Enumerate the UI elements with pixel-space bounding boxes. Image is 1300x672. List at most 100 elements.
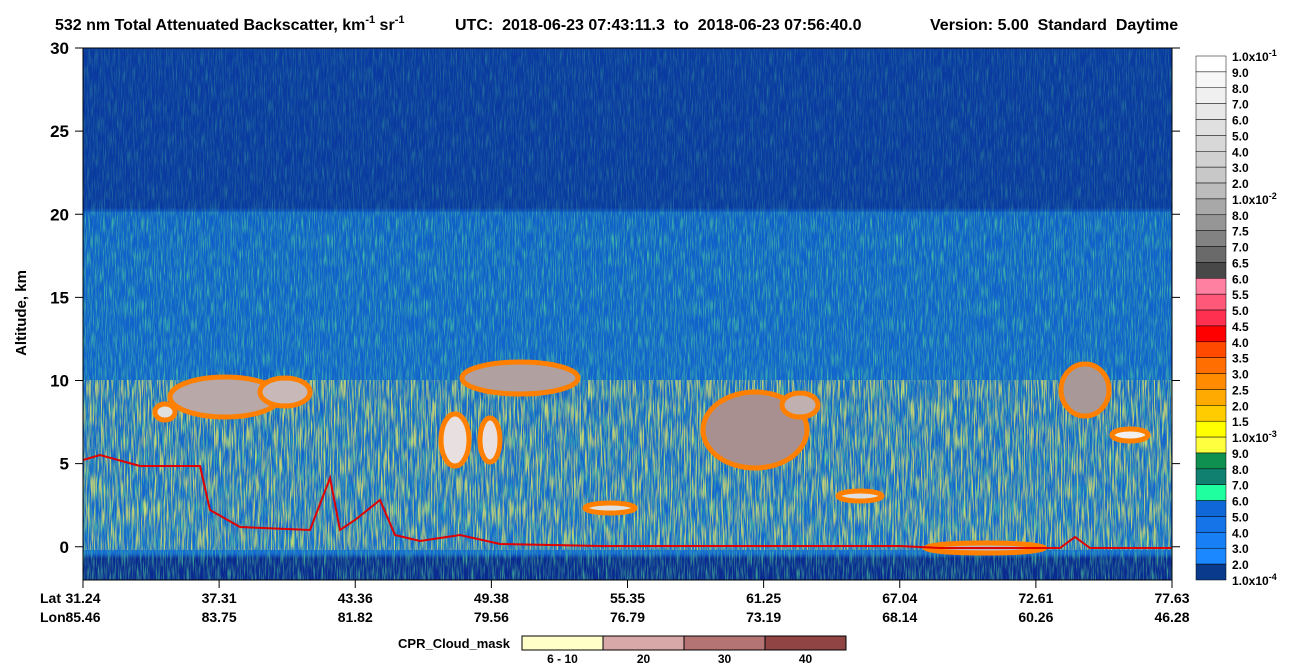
colorbar-label-text: 7.0 — [1232, 241, 1249, 255]
x-tick-label: 77.63 — [1154, 590, 1189, 606]
colorbar-label-text: 1.0x10 — [1232, 431, 1269, 445]
cloud — [700, 389, 810, 471]
y-tick-label: 30 — [50, 39, 69, 58]
colorbar-swatch — [1195, 484, 1227, 501]
colorbar-label-text: 4.0 — [1232, 526, 1249, 540]
x-tick-label: 49.38 — [474, 590, 509, 606]
colorbar-swatch — [1195, 420, 1227, 438]
colorbar-label-text: 7.5 — [1232, 225, 1249, 239]
colorbar-swatch — [1195, 166, 1227, 184]
title-sup: -1 — [365, 14, 375, 26]
colorbar-label-text: 5.5 — [1232, 288, 1249, 302]
colorbar-label: 1.0x10-4 — [1232, 572, 1277, 588]
colorbar-swatch — [1195, 500, 1227, 517]
colorbar-label-text: 8.0 — [1232, 463, 1249, 477]
colorbar-swatch — [1195, 151, 1227, 168]
colorbar-label: 8.0 — [1232, 463, 1249, 477]
colorbar-label-text: 9.0 — [1232, 66, 1249, 80]
cpr-class-label: 40 — [799, 652, 813, 666]
colorbar-label-text: 2.5 — [1232, 383, 1249, 397]
colorbar-label: 5.0 — [1232, 510, 1249, 524]
x-tick-label: 43.36 — [338, 590, 373, 606]
colorbar-label: 5.5 — [1232, 288, 1249, 302]
colorbar-swatch — [1195, 373, 1227, 390]
colorbar-swatch — [1195, 230, 1227, 247]
colorbar-label: 7.5 — [1232, 225, 1249, 239]
colorbar-label-text: 7.0 — [1232, 98, 1249, 112]
colorbar-label-text: 3.0 — [1232, 368, 1249, 382]
cpr-label: CPR_Cloud_mask — [398, 636, 511, 651]
colorbar-label: 5.0 — [1232, 129, 1249, 143]
cpr-class-label: 30 — [718, 652, 732, 666]
cloud — [459, 359, 581, 397]
colorbar-label: 6.0 — [1232, 114, 1249, 128]
colorbar-label: 6.0 — [1232, 495, 1249, 509]
x-tick-label: 37.31 — [202, 590, 237, 606]
colorbar-label-text: 3.0 — [1232, 161, 1249, 175]
backscatter-image — [82, 47, 1173, 581]
colorbar-label: 2.5 — [1232, 383, 1249, 397]
colorbar-label: 6.0 — [1232, 272, 1249, 286]
colorbar-label-text: 1.5 — [1232, 415, 1249, 429]
colorbar-swatch — [1195, 103, 1227, 120]
colorbar-swatch — [1195, 214, 1227, 231]
colorbar-label: 2.0 — [1232, 399, 1249, 413]
colorbar-label: 7.0 — [1232, 479, 1249, 493]
y-tick-label: 15 — [50, 288, 69, 307]
colorbar-swatch — [1195, 516, 1227, 533]
cpr-class-label: 20 — [637, 652, 651, 666]
colorbar-label: 4.0 — [1232, 336, 1249, 350]
colorbar-swatch — [1195, 452, 1227, 470]
colorbar-label: 1.0x10-1 — [1232, 48, 1277, 64]
x-row-label: Lon — [40, 609, 66, 625]
surface-line — [82, 453, 1172, 549]
y-tick-label: 20 — [50, 205, 69, 224]
colorbar-label: 5.0 — [1232, 304, 1249, 318]
colorbar-swatch — [1195, 341, 1227, 358]
colorbar-label: 1.5 — [1232, 415, 1249, 429]
cloud — [835, 488, 885, 504]
cloud — [438, 411, 472, 469]
colorbar-label-text: 4.0 — [1232, 145, 1249, 159]
y-tick-label: 25 — [50, 122, 69, 141]
title-mid: sr — [375, 17, 395, 34]
x-tick-label: 61.25 — [746, 590, 781, 606]
colorbar-label-text: 6.0 — [1232, 272, 1249, 286]
cpr-class-label: 6 - 10 — [547, 652, 578, 666]
colorbar-swatch — [1195, 135, 1227, 152]
cloud — [582, 500, 638, 516]
colorbar-swatch — [1195, 182, 1227, 200]
colorbar-label: 1.0x10-3 — [1232, 429, 1277, 445]
x-row-label: Lat — [40, 590, 61, 606]
colorbar-swatch — [1195, 246, 1227, 263]
colorbar-label-sup: -4 — [1269, 572, 1277, 582]
colorbar-label: 4.0 — [1232, 145, 1249, 159]
colorbar-label-text: 5.0 — [1232, 129, 1249, 143]
title-utc: UTC: 2018-06-23 07:43:11.3 to 2018-06-23… — [455, 17, 862, 34]
colorbar-label: 1.0x10-2 — [1232, 191, 1277, 207]
colorbar-label: 7.0 — [1232, 241, 1249, 255]
chart-title: 532 nm Total Attenuated Backscatter, km-… — [55, 14, 404, 34]
title-version: Version: 5.00 Standard Daytime — [930, 17, 1178, 34]
colorbar-label-text: 6.0 — [1232, 114, 1249, 128]
cpr-swatch — [602, 635, 685, 651]
image-noise-upper — [83, 48, 1172, 212]
colorbar-label-text: 3.5 — [1232, 352, 1249, 366]
colorbar-swatch — [1195, 325, 1227, 343]
x-tick-label: 73.19 — [746, 609, 781, 625]
colorbar-label-text: 2.0 — [1232, 399, 1249, 413]
colorbar-swatch — [1195, 198, 1227, 216]
title-sup: -1 — [395, 14, 405, 26]
cloud — [477, 415, 503, 465]
colorbar-label-sup: -1 — [1269, 48, 1277, 58]
colorbar-swatch — [1195, 357, 1227, 374]
colorbar-label-text: 6.5 — [1232, 256, 1249, 270]
cpr-swatch — [521, 635, 604, 651]
x-tick-label: 60.26 — [1018, 609, 1053, 625]
colorbar-swatch — [1195, 55, 1227, 73]
colorbar-label-text: 3.0 — [1232, 542, 1249, 556]
x-tick-label: 76.79 — [610, 609, 645, 625]
colorbar-swatch — [1195, 119, 1227, 136]
colorbar-swatch — [1195, 405, 1227, 422]
